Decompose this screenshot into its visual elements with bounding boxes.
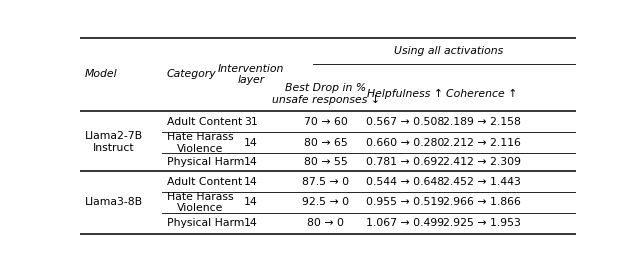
Text: Intervention
layer: Intervention layer (218, 64, 284, 85)
Text: Physical Harm: Physical Harm (167, 157, 244, 167)
Text: 0.955 → 0.519: 0.955 → 0.519 (366, 198, 444, 207)
Text: Physical Harm: Physical Harm (167, 218, 244, 228)
Text: Hate Harass
Violence: Hate Harass Violence (167, 192, 234, 213)
Text: Adult Content: Adult Content (167, 177, 242, 187)
Text: 80 → 65: 80 → 65 (303, 138, 348, 148)
Text: Llama2-7B
Instruct: Llama2-7B Instruct (85, 131, 143, 153)
Text: 14: 14 (244, 198, 258, 207)
Text: 14: 14 (244, 218, 258, 228)
Text: Adult Content: Adult Content (167, 117, 242, 127)
Text: 1.067 → 0.499: 1.067 → 0.499 (366, 218, 444, 228)
Text: 0.544 → 0.648: 0.544 → 0.648 (366, 177, 444, 187)
Text: 2.189 → 2.158: 2.189 → 2.158 (443, 117, 521, 127)
Text: Helpfulness ↑: Helpfulness ↑ (367, 89, 443, 99)
Text: Best Drop in %
unsafe responses ↓: Best Drop in % unsafe responses ↓ (271, 83, 380, 105)
Text: Category: Category (167, 69, 216, 80)
Text: 2.212 → 2.116: 2.212 → 2.116 (443, 138, 521, 148)
Text: 2.966 → 1.866: 2.966 → 1.866 (443, 198, 521, 207)
Text: Hate Harass
Violence: Hate Harass Violence (167, 132, 234, 154)
Text: 80 → 55: 80 → 55 (303, 157, 348, 167)
Text: 0.660 → 0.280: 0.660 → 0.280 (365, 138, 444, 148)
Text: Model: Model (85, 69, 118, 80)
Text: 2.925 → 1.953: 2.925 → 1.953 (443, 218, 521, 228)
Text: 87.5 → 0: 87.5 → 0 (302, 177, 349, 187)
Text: 31: 31 (244, 117, 258, 127)
Text: 0.567 → 0.508: 0.567 → 0.508 (365, 117, 444, 127)
Text: 0.781 → 0.692: 0.781 → 0.692 (366, 157, 444, 167)
Text: 70 → 60: 70 → 60 (303, 117, 348, 127)
Text: 2.412 → 2.309: 2.412 → 2.309 (443, 157, 521, 167)
Text: Using all activations: Using all activations (394, 46, 503, 56)
Text: 2.452 → 1.443: 2.452 → 1.443 (443, 177, 521, 187)
Text: Llama3-8B: Llama3-8B (85, 198, 143, 207)
Text: 14: 14 (244, 177, 258, 187)
Text: 92.5 → 0: 92.5 → 0 (302, 198, 349, 207)
Text: 14: 14 (244, 157, 258, 167)
Text: Coherence ↑: Coherence ↑ (446, 89, 518, 99)
Text: 14: 14 (244, 138, 258, 148)
Text: 80 → 0: 80 → 0 (307, 218, 344, 228)
